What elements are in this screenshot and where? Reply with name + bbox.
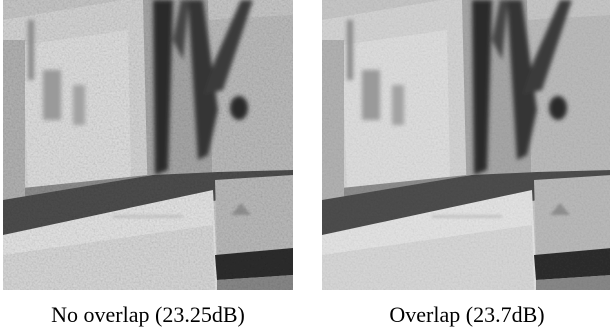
photo-panel-overlap (322, 0, 610, 290)
caption-overlap: Overlap (23.7dB) (389, 302, 545, 327)
denoised-photo-overlap (322, 0, 610, 290)
caption-no-overlap: No overlap (23.25dB) (51, 302, 245, 327)
photo-panel-no-overlap (3, 0, 293, 290)
denoised-photo-no-overlap (3, 0, 293, 290)
